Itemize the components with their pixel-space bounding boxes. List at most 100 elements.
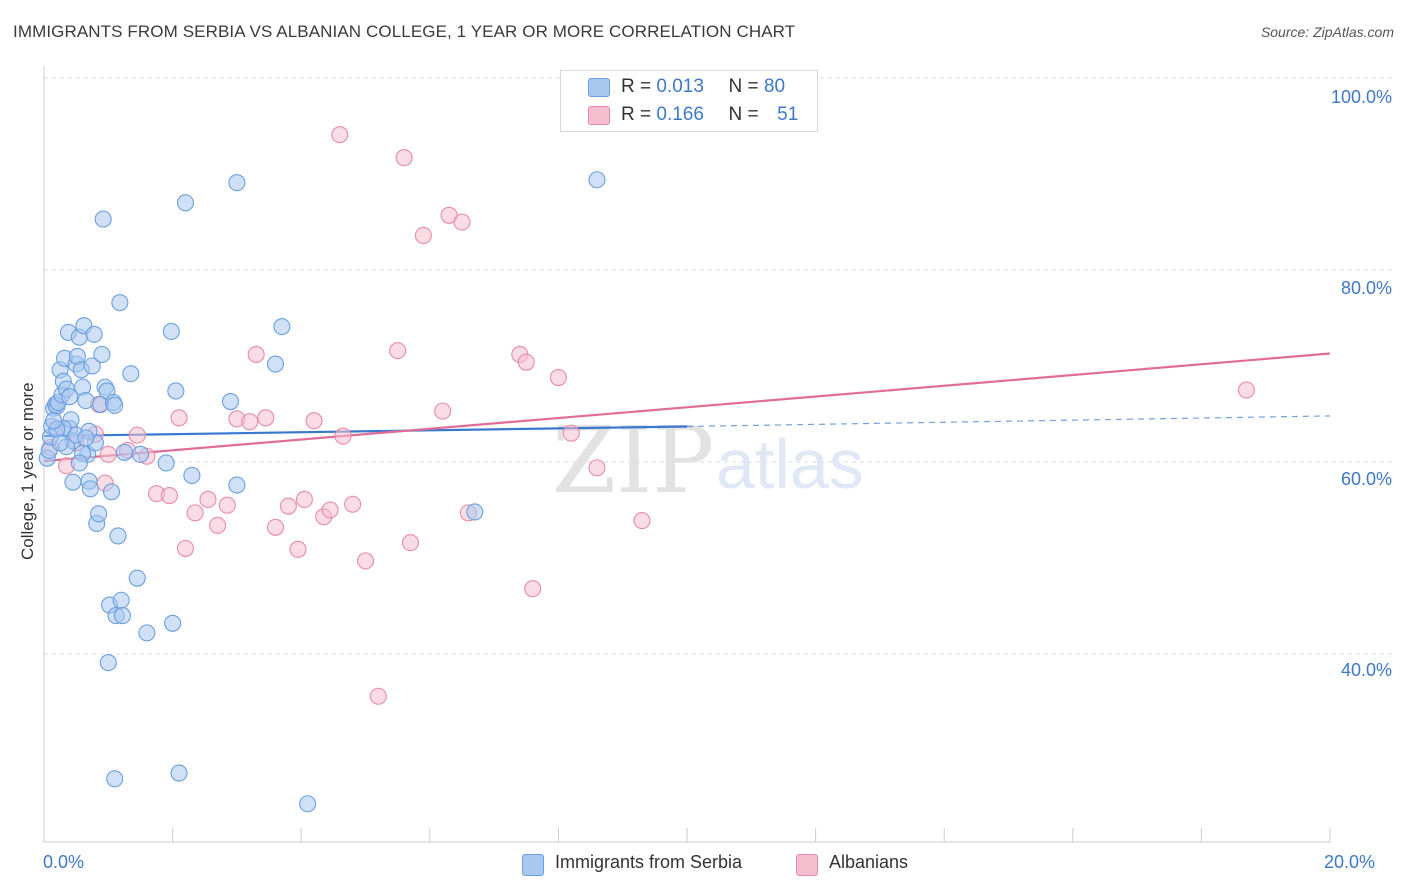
serbia-point <box>138 624 156 642</box>
serbia-legend-swatch <box>522 854 544 876</box>
serbia-point <box>102 483 121 501</box>
albanian-point <box>186 504 204 522</box>
serbia-point <box>176 194 195 212</box>
albanian-point <box>209 516 227 534</box>
albanian-point <box>289 540 307 558</box>
albanian-legend-swatch <box>796 854 818 876</box>
albanian-point <box>389 342 407 360</box>
y-tick-label: 40.0% <box>1340 660 1392 680</box>
serbia-point <box>85 325 103 343</box>
albanian-point <box>517 353 535 371</box>
chart-title: IMMIGRANTS FROM SERBIA VS ALBANIAN COLLE… <box>13 22 796 41</box>
serbia-point <box>113 607 131 625</box>
serbia-point <box>51 434 69 452</box>
serbia-point <box>221 392 240 411</box>
serbia-point <box>94 210 112 228</box>
serbia-point <box>170 764 188 782</box>
albanian-point <box>524 580 542 598</box>
serbia-trend-extension <box>686 415 1331 428</box>
albanian-points <box>41 126 1255 705</box>
n-label: N = <box>728 104 759 125</box>
albanian-point <box>247 345 265 364</box>
serbia-point <box>45 412 63 430</box>
albanian-point <box>562 424 580 442</box>
x-tick-label: 20.0% <box>1324 852 1376 872</box>
albanian-point <box>257 409 275 427</box>
n-label: N = <box>728 76 759 97</box>
albanian-point <box>160 487 178 505</box>
y-tick-label: 100.0% <box>1330 87 1392 107</box>
serbia-point <box>70 454 88 472</box>
legend-row-albanian: R = 0.166 N = 51 <box>561 101 817 129</box>
serbia-point <box>273 318 291 336</box>
albanian-trend-line <box>43 352 1331 463</box>
serbia-point <box>83 357 101 375</box>
r-value: 0.013 <box>656 76 704 97</box>
albanian-point <box>241 413 259 431</box>
serbia-point <box>588 171 606 189</box>
albanian-point <box>434 402 452 420</box>
legend-row-serbia: R = 0.013 N = 80 <box>561 73 817 101</box>
serbia-swatch <box>588 78 610 97</box>
r-value: 0.166 <box>656 104 704 125</box>
albanian-point <box>356 552 375 570</box>
albanian-point <box>414 226 432 244</box>
albanian-point <box>266 518 285 536</box>
correlation-legend: R = 0.013 N = 80 R = 0.166 N = 51 <box>560 70 818 132</box>
n-value: 80 <box>763 76 786 97</box>
serbia-point <box>167 382 185 400</box>
source-label: Source: ZipAtlas.com <box>1260 24 1394 40</box>
serbia-point <box>106 770 124 788</box>
albanian-point <box>176 539 195 557</box>
albanian-point <box>633 512 651 530</box>
serbia-point <box>162 322 180 340</box>
serbia-point <box>228 476 246 494</box>
albanian-point <box>334 427 352 445</box>
serbia-point <box>183 466 201 484</box>
albanian-point <box>128 426 146 444</box>
albanian-point <box>279 497 297 515</box>
serbia-point <box>112 591 130 609</box>
albanian-legend-label: Albanians <box>829 852 909 872</box>
albanian-point <box>344 495 362 513</box>
serbia-point <box>122 365 140 383</box>
serbia-point <box>115 443 133 461</box>
serbia-point <box>299 795 317 813</box>
albanian-point <box>369 687 387 705</box>
albanian-point <box>395 149 413 167</box>
albanian-point <box>199 490 217 508</box>
albanian-point <box>453 213 471 231</box>
serbia-points <box>38 171 606 813</box>
albanian-point <box>401 534 420 552</box>
albanian-point <box>305 412 323 430</box>
serbia-point <box>77 392 95 410</box>
r-label: R = <box>621 104 652 125</box>
y-tick-label: 60.0% <box>1340 469 1392 489</box>
serbia-point <box>93 345 111 364</box>
serbia-legend-label: Immigrants from Serbia <box>555 852 743 872</box>
x-tick-label: 0.0% <box>43 852 85 872</box>
serbia-point <box>466 503 484 521</box>
y-tick-label: 80.0% <box>1340 278 1392 298</box>
serbia-point <box>81 480 99 498</box>
serbia-point <box>266 355 285 373</box>
serbia-point <box>128 569 146 587</box>
albanian-point <box>295 490 313 508</box>
serbia-point <box>61 388 79 406</box>
serbia-point <box>228 174 246 192</box>
serbia-point <box>164 614 182 632</box>
serbia-point <box>111 294 129 312</box>
trend-lines <box>43 352 1331 463</box>
n-value: 51 <box>777 104 799 125</box>
serbia-point <box>109 527 127 545</box>
watermark: ZIP atlas <box>552 407 864 514</box>
albanian-point <box>331 126 349 144</box>
serbia-trend-line <box>43 425 688 438</box>
albanian-point <box>170 409 188 427</box>
serbia-point <box>99 654 117 672</box>
serbia-point <box>157 454 175 472</box>
y-axis-label: College, 1 year or more <box>18 382 37 560</box>
albanian-point <box>99 445 117 463</box>
serbia-point <box>131 445 149 463</box>
